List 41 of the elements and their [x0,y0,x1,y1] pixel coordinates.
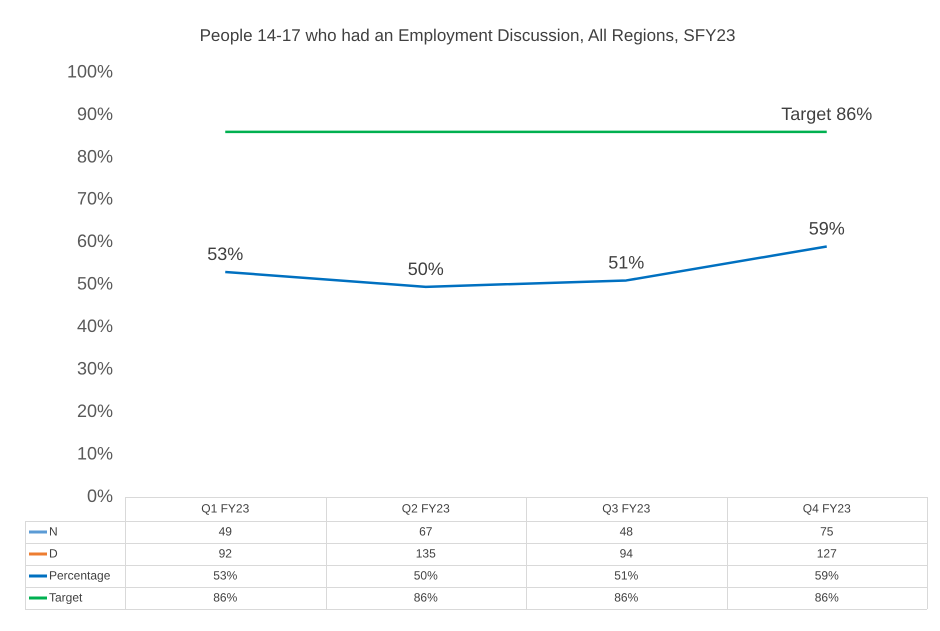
annotation: 51% [608,252,644,272]
annotation: 53% [207,244,244,264]
chart-title: People 14-17 who had an Employment Discussion, All Regions, SFY23 [200,26,736,45]
text: 75 [820,524,834,538]
y-tick-label: 80% [76,146,113,166]
data-label: 86% [414,590,438,604]
x-tick-label: Q1 FY23 [201,501,250,516]
data-label: 86% [814,590,840,604]
y-tick-label: 90% [76,104,113,124]
text: 94 [620,546,633,560]
text: 135 [416,546,436,560]
x-tick-label: Q4 FY23 [802,501,852,516]
legend-label: Target [49,590,84,604]
legend-label: D [49,546,58,560]
data-label: 53% [213,568,238,582]
data-label: 86% [213,590,238,604]
x-tick-label: Q3 FY23 [602,501,651,516]
data-label: 51% [614,568,639,582]
text: 127 [816,546,837,560]
y-tick-label: 10% [76,444,113,464]
y-tick-label: 70% [76,188,113,209]
y-tick-label: 20% [76,401,113,422]
annotation: 59% [808,218,845,238]
text: 67 [419,524,432,538]
text: 49 [218,524,232,538]
y-tick-label: 60% [76,231,113,252]
text: 92 [218,546,232,560]
data-label: 59% [814,568,840,582]
y-tick-label: 0% [86,486,113,506]
y-tick-label: 100% [66,61,113,82]
y-tick-label: 40% [76,316,113,336]
legend-label: N [49,524,58,538]
annotation: 50% [408,258,444,279]
x-tick-label: Q2 FY23 [402,501,450,516]
y-tick-label: 30% [76,358,113,379]
text: 48 [620,524,633,538]
annotation: Target 86% [781,104,872,124]
legend-label: Percentage [49,568,111,582]
y-tick-label: 50% [76,274,113,294]
data-label: 50% [414,568,438,582]
data-label: 86% [614,590,639,604]
